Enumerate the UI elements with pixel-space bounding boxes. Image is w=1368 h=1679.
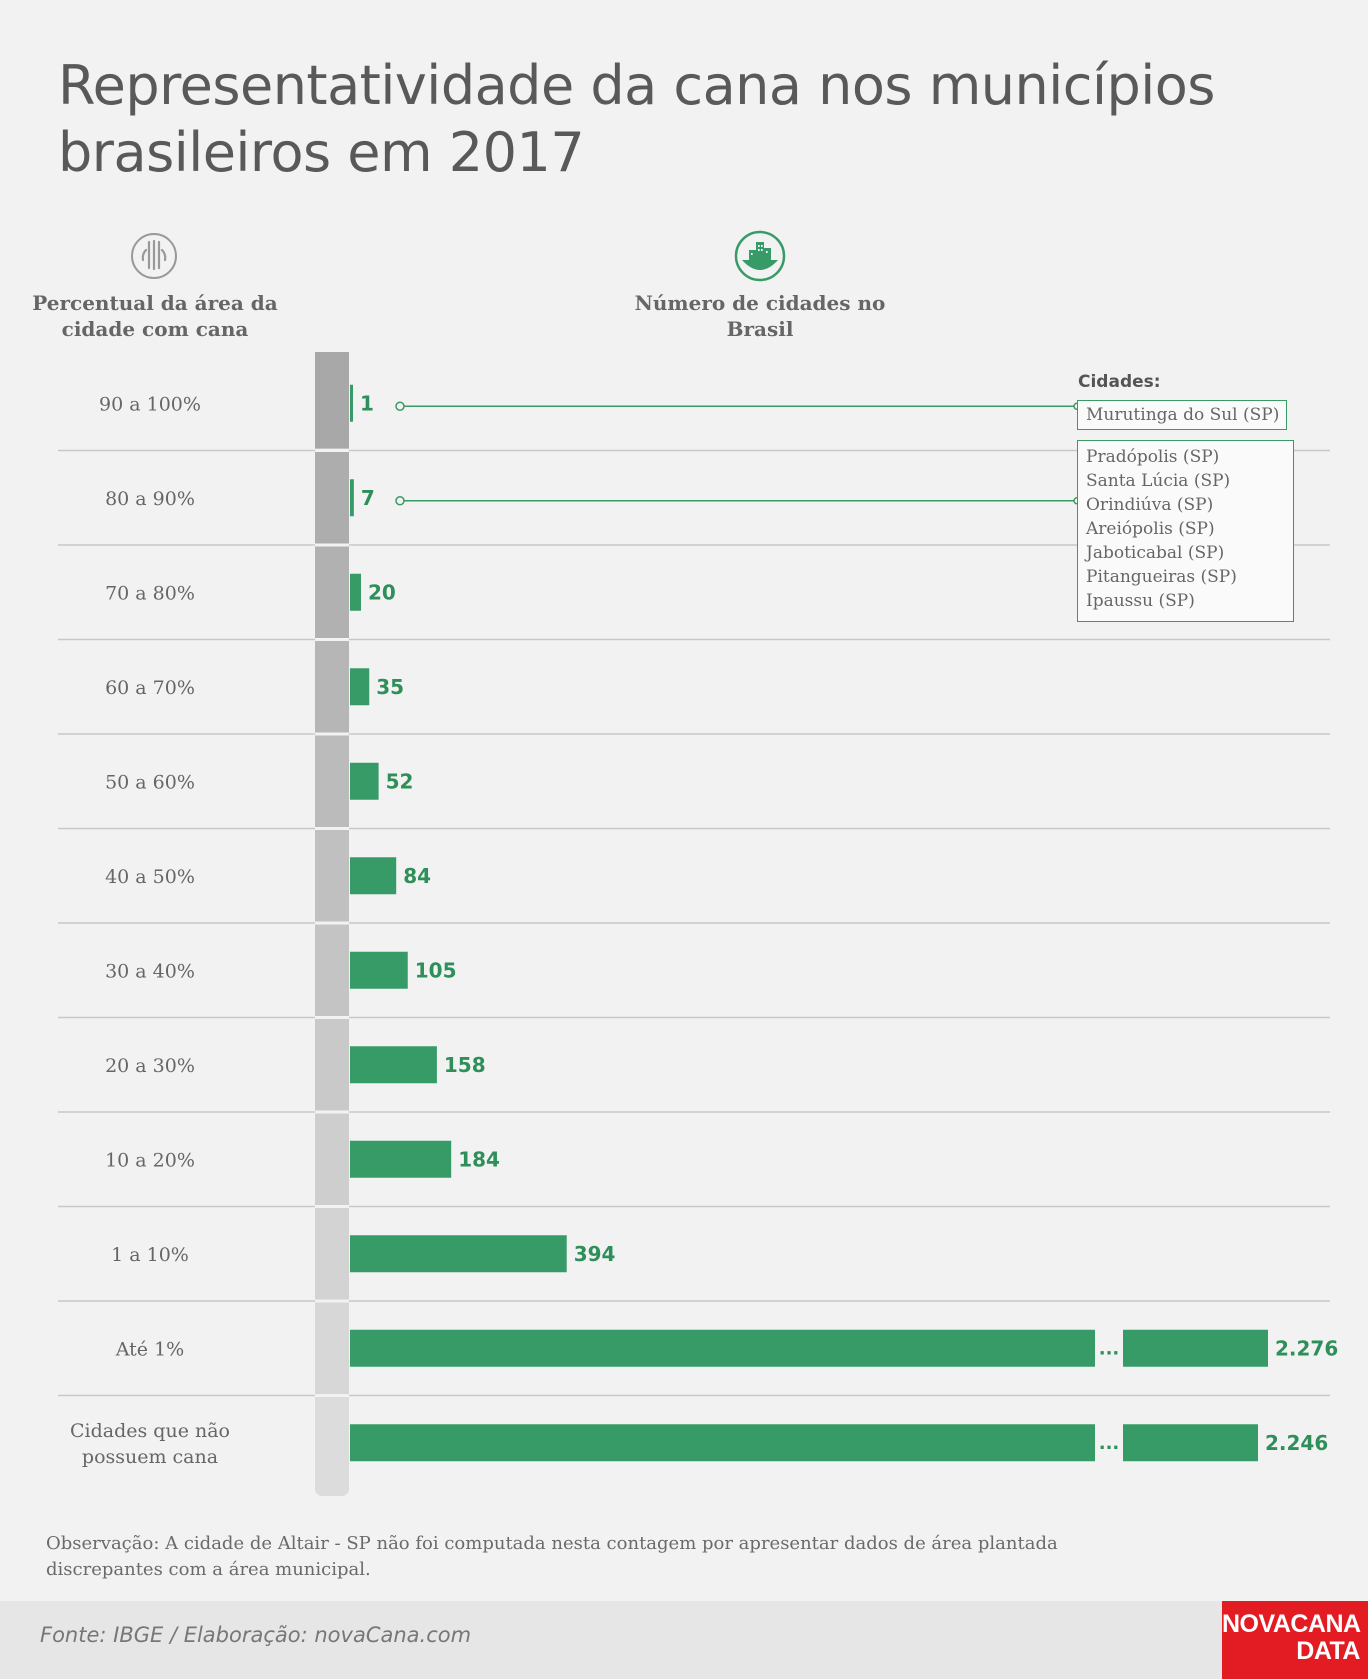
category-label: Cidades que não xyxy=(70,1420,230,1442)
cities-box-80-90: Pradópolis (SP) Santa Lúcia (SP) Orindiú… xyxy=(1077,440,1294,622)
data-bar-continued xyxy=(1123,1424,1258,1462)
value-label: 2.276 xyxy=(1275,1336,1338,1360)
gauge-segment xyxy=(315,1113,349,1205)
value-label: 35 xyxy=(376,675,404,699)
category-label: Até 1% xyxy=(115,1338,184,1360)
novacana-logo: NOVACANA DATA xyxy=(1222,1601,1368,1679)
category-label: 90 a 100% xyxy=(99,393,201,415)
data-bar xyxy=(350,573,361,611)
category-label: 20 a 30% xyxy=(105,1055,195,1077)
data-bar-continued xyxy=(1123,1329,1268,1367)
value-label: 84 xyxy=(403,864,431,888)
data-bar xyxy=(350,857,397,895)
value-label: 184 xyxy=(458,1147,500,1171)
gauge-segment xyxy=(315,735,349,827)
gauge-segment xyxy=(315,924,349,1016)
city-name: Pitangueiras (SP) xyxy=(1086,567,1237,587)
category-label: 1 a 10% xyxy=(111,1244,189,1266)
data-bar xyxy=(350,762,379,800)
value-label: 2.246 xyxy=(1265,1431,1328,1455)
city-name: Areiópolis (SP) xyxy=(1086,519,1215,539)
category-label: 30 a 40% xyxy=(105,960,195,982)
logo-line2: DATA xyxy=(1296,1637,1360,1665)
gauge-segment xyxy=(315,830,349,922)
city-name: Jaboticabal (SP) xyxy=(1086,543,1225,563)
left-column-header: Percentual da área da cidade com cana xyxy=(32,291,278,341)
gauge-segment xyxy=(315,546,349,638)
value-label: 158 xyxy=(444,1053,486,1077)
gauge-segment xyxy=(315,1208,349,1300)
gauge-segment xyxy=(315,352,349,449)
category-label: 50 a 60% xyxy=(105,771,195,793)
break-symbol: ... xyxy=(1099,1433,1120,1454)
data-bar xyxy=(350,479,354,517)
category-label: 10 a 20% xyxy=(105,1149,195,1171)
data-bar xyxy=(350,1140,452,1178)
city-name: Murutinga do Sul (SP) xyxy=(1086,405,1280,425)
sugarcane-icon xyxy=(131,233,177,279)
category-label: 80 a 90% xyxy=(105,488,195,510)
data-bar xyxy=(350,1329,1095,1367)
gauge-segment xyxy=(315,452,349,544)
cities-label: Cidades: xyxy=(1078,372,1161,392)
data-bar xyxy=(350,668,370,706)
cities-box-90-100: Murutinga do Sul (SP) xyxy=(1077,400,1287,430)
gauge-segment xyxy=(315,1397,349,1489)
gauge-segment xyxy=(315,641,349,733)
right-column-header: Número de cidades no Brasil xyxy=(634,291,886,341)
connector-start-dot xyxy=(395,496,405,506)
category-label: 40 a 50% xyxy=(105,866,195,888)
data-bar xyxy=(350,1424,1095,1462)
category-label: possuem cana xyxy=(82,1446,218,1468)
category-label: 70 a 80% xyxy=(105,582,195,604)
chart-title: Representatividade da cana nos município… xyxy=(58,54,1215,184)
value-label: 394 xyxy=(574,1242,616,1266)
gauge-segment xyxy=(315,1302,349,1394)
value-label: 20 xyxy=(368,580,396,604)
logo-line1: NOVACANA xyxy=(1222,1610,1361,1638)
footnote: Observação: A cidade de Altair - SP não … xyxy=(46,1533,1058,1580)
break-symbol: ... xyxy=(1099,1338,1120,1359)
value-label: 1 xyxy=(360,391,374,415)
value-label: 52 xyxy=(386,769,414,793)
value-label: 7 xyxy=(361,486,375,510)
source-text: Fonte: IBGE / Elaboração: novaCana.com xyxy=(40,1623,472,1647)
data-bar xyxy=(350,384,353,422)
value-label: 105 xyxy=(415,958,457,982)
city-buildings-icon xyxy=(734,230,786,282)
data-bar xyxy=(350,1235,567,1273)
footer: Fonte: IBGE / Elaboração: novaCana.com N… xyxy=(0,1601,1368,1679)
data-bar xyxy=(350,1046,437,1084)
city-name: Orindiúva (SP) xyxy=(1086,495,1214,515)
gauge-segment xyxy=(315,1019,349,1111)
category-label: 60 a 70% xyxy=(105,677,195,699)
city-name: Ipaussu (SP) xyxy=(1086,591,1195,611)
data-bar xyxy=(350,951,408,989)
connector-start-dot xyxy=(395,401,405,411)
city-name: Pradópolis (SP) xyxy=(1086,447,1220,467)
bar-chart: 90 a 100% 1 80 a 90% 7 70 a 80% 20 60 a 70% 35 5… xyxy=(58,352,1338,1496)
city-name: Santa Lúcia (SP) xyxy=(1086,471,1231,491)
